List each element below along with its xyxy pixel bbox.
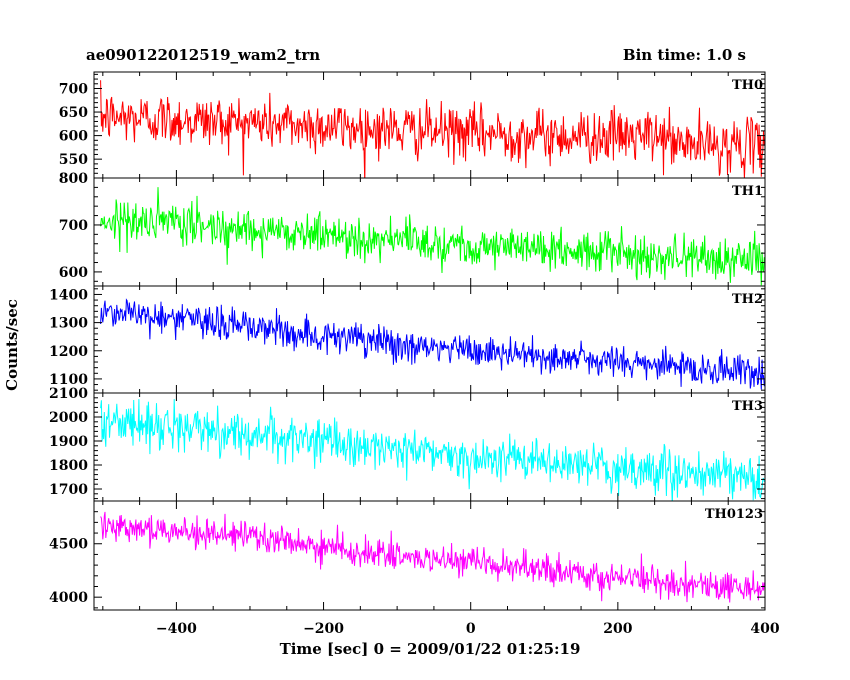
bin-time-label: Bin time: 1.0 s bbox=[623, 46, 746, 64]
x-tick-label: −200 bbox=[303, 621, 344, 637]
panel-label: TH3 bbox=[732, 399, 763, 414]
y-tick-label: 650 bbox=[59, 105, 88, 121]
y-tick-label: 1200 bbox=[49, 344, 88, 360]
y-tick-label: 600 bbox=[59, 265, 88, 281]
x-tick-label: 200 bbox=[603, 621, 632, 637]
panel-th0: 550 600 650 700 TH0 bbox=[59, 72, 765, 184]
chart-title: ae090122012519_wam2_trn bbox=[86, 46, 320, 64]
y-tick-label: 600 bbox=[59, 129, 88, 145]
series-line-th0123 bbox=[101, 512, 765, 603]
y-tick-label: 1700 bbox=[49, 482, 88, 498]
x-tick-labels: −400 −200 0 200 400 bbox=[156, 621, 780, 637]
series-line-th3 bbox=[101, 399, 765, 506]
series-line-th2 bbox=[101, 300, 765, 390]
panel-th3: 1700 1800 1900 2000 2100 TH3 bbox=[49, 386, 765, 506]
y-tick-label: 1400 bbox=[49, 287, 88, 303]
y-tick-label: 4500 bbox=[49, 537, 88, 553]
y-axis-label: Counts/sec bbox=[3, 299, 21, 391]
y-tick-label: 1800 bbox=[49, 458, 88, 474]
y-tick-label: 2100 bbox=[49, 386, 88, 402]
x-axis-label: Time [sec] 0 = 2009/01/22 01:25:19 bbox=[280, 640, 581, 658]
panel-label: TH0123 bbox=[705, 507, 763, 522]
y-tick-label: 1300 bbox=[49, 316, 88, 332]
series-line-th1 bbox=[101, 187, 765, 285]
y-tick-label: 4000 bbox=[49, 590, 88, 606]
x-tick-label: −400 bbox=[156, 621, 197, 637]
panel-label: TH2 bbox=[732, 292, 763, 307]
y-tick-label: 550 bbox=[59, 152, 88, 168]
series-line-th0 bbox=[101, 80, 765, 183]
panel-label: TH1 bbox=[732, 184, 763, 199]
panel-th0123: 4000 4500 TH0123 bbox=[49, 501, 765, 610]
y-tick-label: 1900 bbox=[49, 434, 88, 450]
x-tick-label: 400 bbox=[750, 621, 779, 637]
y-tick-label: 700 bbox=[59, 81, 88, 97]
x-tick-label: 0 bbox=[466, 621, 476, 637]
panel-frame bbox=[94, 286, 765, 393]
chart: ae090122012519_wam2_trn Bin time: 1.0 s … bbox=[0, 0, 850, 680]
panel-label: TH0 bbox=[732, 78, 763, 93]
y-tick-label: 800 bbox=[59, 171, 88, 187]
y-tick-label: 2000 bbox=[49, 410, 88, 426]
panel-th1: 600 700 800 TH1 bbox=[59, 171, 765, 286]
y-tick-label: 700 bbox=[59, 218, 88, 234]
